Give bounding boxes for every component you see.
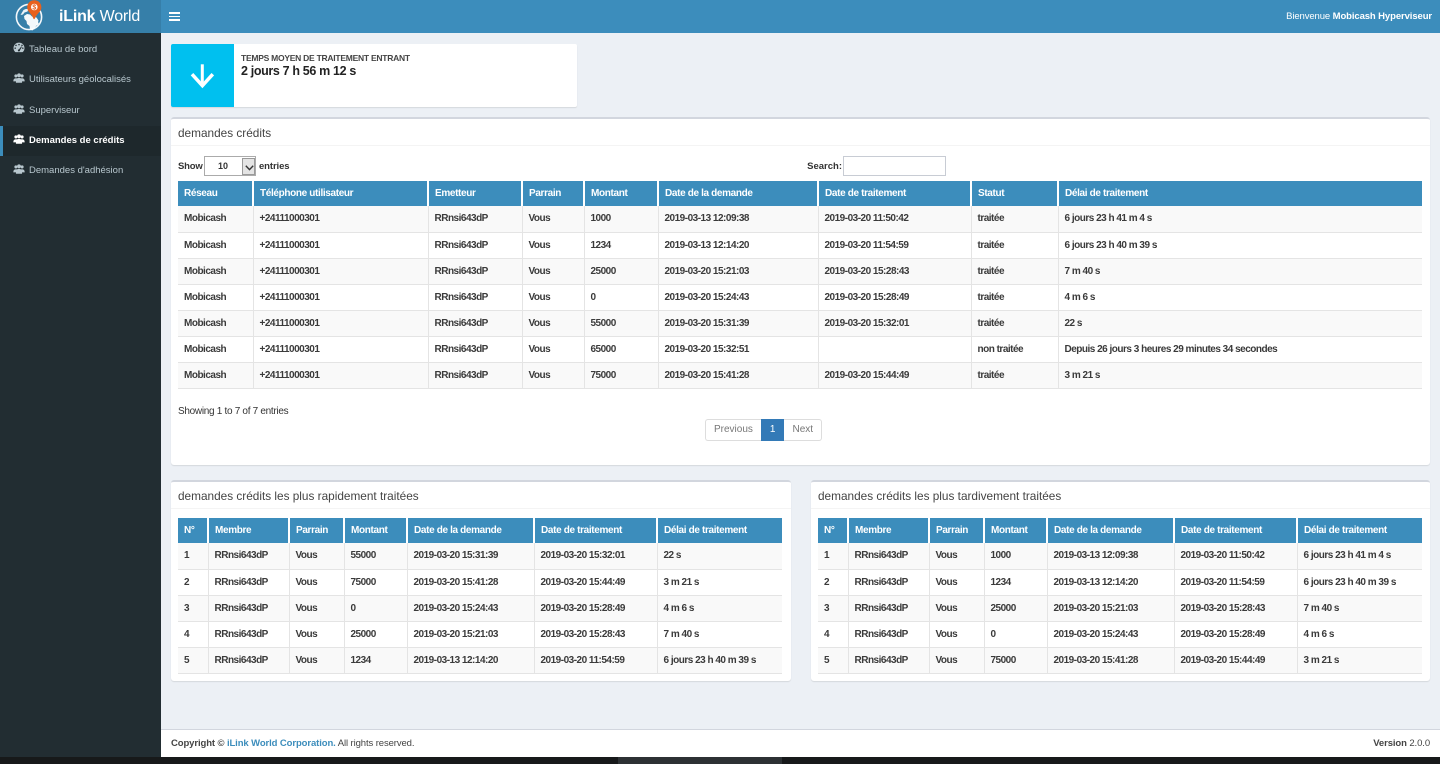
svg-text:$: $ — [32, 5, 36, 12]
